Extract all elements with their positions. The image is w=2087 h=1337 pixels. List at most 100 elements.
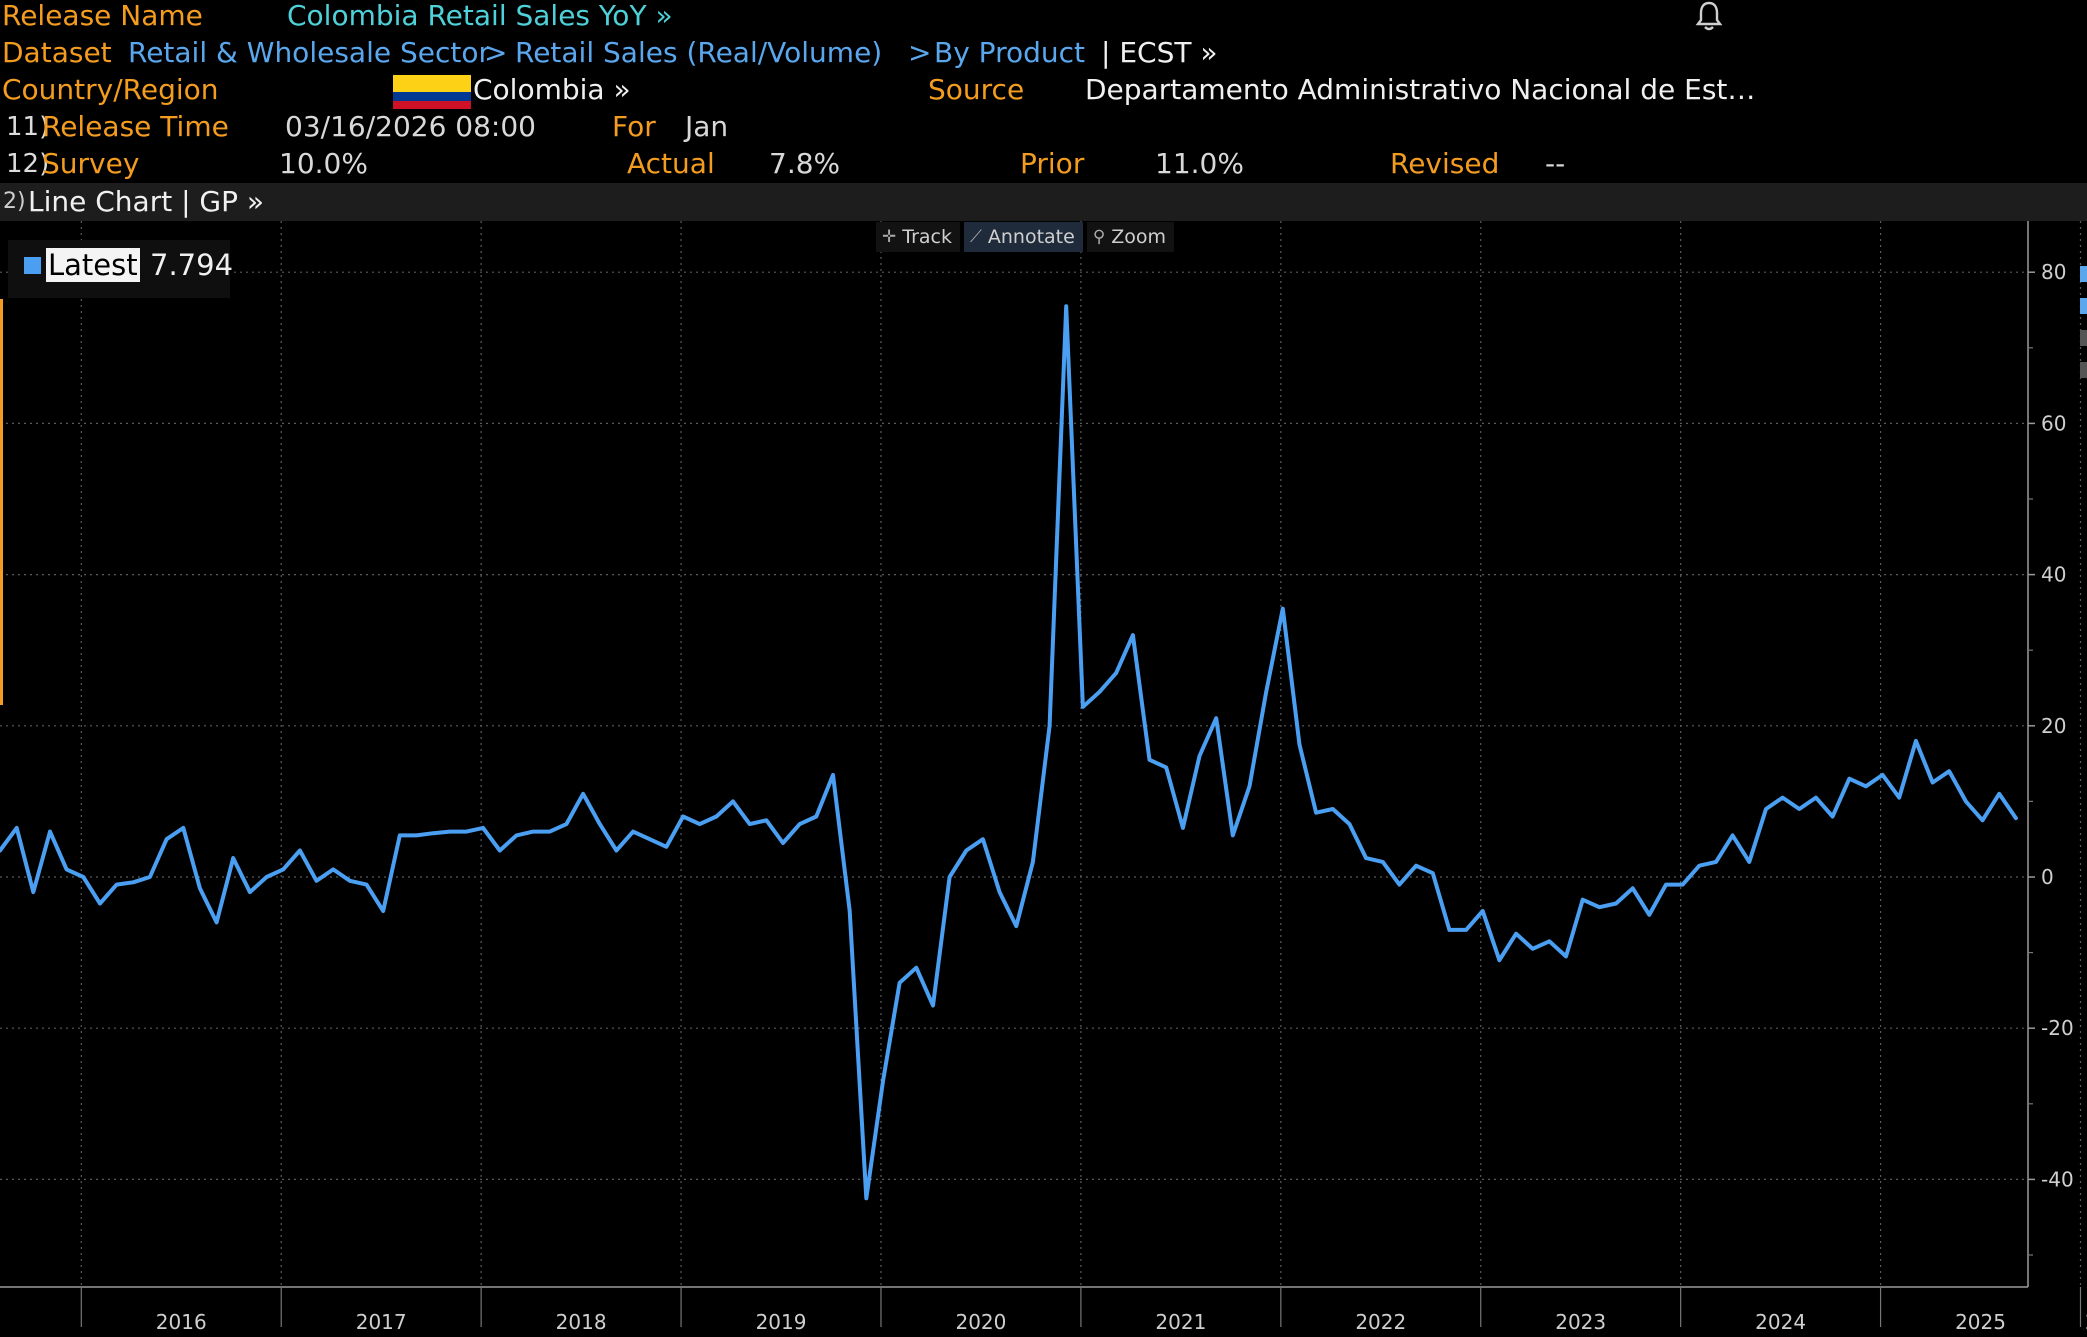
- data-point: [1098, 690, 1102, 694]
- data-point: [1847, 777, 1851, 781]
- bell-icon[interactable]: [1694, 0, 1724, 32]
- data-point: [381, 909, 385, 913]
- data-point: [814, 815, 818, 819]
- data-point: [514, 833, 518, 837]
- chart-type-link[interactable]: Line Chart | GP »: [28, 185, 265, 218]
- chart-grid: [0, 221, 2082, 1287]
- data-point: [198, 886, 202, 890]
- dataset-label: Dataset: [2, 36, 112, 69]
- data-point: [1131, 633, 1135, 637]
- side-tab[interactable]: [2080, 330, 2087, 346]
- data-point: [165, 837, 169, 841]
- annotate-label: Annotate: [987, 226, 1075, 248]
- dataset-crumb-by-product[interactable]: By Product: [934, 36, 1085, 69]
- data-point: [331, 867, 335, 871]
- track-button[interactable]: ✛ Track: [876, 222, 960, 252]
- survey-value: 10.0%: [279, 147, 368, 180]
- data-point: [964, 849, 968, 853]
- data-point: [1931, 781, 1935, 785]
- data-point: [1264, 690, 1268, 694]
- data-point: [248, 890, 252, 894]
- data-point: [998, 890, 1002, 894]
- data-point: [1581, 898, 1585, 902]
- x-axis-ticks: 2016 2017 2018 2019 2020 2021 2022 2023 2024 2025…: [80, 1287, 2087, 1334]
- x-tick-label: 2025: [1955, 1310, 2006, 1334]
- data-point: [781, 841, 785, 845]
- data-point: [881, 1079, 885, 1083]
- y-tick-label: 80: [2041, 260, 2066, 284]
- panel-edge-marker: [0, 299, 3, 705]
- side-tab[interactable]: [2080, 266, 2087, 282]
- data-point: [731, 799, 735, 803]
- data-point: [648, 837, 652, 841]
- data-point: [265, 875, 269, 879]
- data-point: [1514, 932, 1518, 936]
- data-point: [1214, 716, 1218, 720]
- annotate-button[interactable]: ⟋ Annotate: [963, 222, 1083, 252]
- crosshair-icon: ✛: [882, 227, 897, 247]
- data-point: [1297, 743, 1301, 747]
- x-tick-label: 2026: [2085, 1310, 2087, 1334]
- x-tick-label: 2016: [156, 1310, 207, 1334]
- data-point: [1414, 864, 1418, 868]
- actual-value: 7.8%: [769, 147, 841, 180]
- data-point: [1064, 304, 1068, 308]
- zoom-button[interactable]: ⚲ Zoom: [1086, 222, 1175, 252]
- dataset-crumb-sector[interactable]: Retail & Wholesale Sector: [128, 36, 490, 69]
- data-point: [298, 849, 302, 853]
- data-point: [498, 849, 502, 853]
- x-tick-label: 2020: [955, 1310, 1006, 1334]
- x-tick-label: 2024: [1755, 1310, 1806, 1334]
- chart-legend[interactable]: Latest 7.794: [8, 240, 233, 298]
- for-label: For: [612, 110, 656, 143]
- data-point: [764, 818, 768, 822]
- line-chart[interactable]: 80 60 40 20 0 -20 -40 2016 2017 2018 2019 2020 2021…: [0, 221, 2087, 1337]
- data-point: [215, 920, 219, 924]
- data-point: [664, 845, 668, 849]
- data-point: [131, 880, 135, 884]
- y-tick-label: 40: [2041, 563, 2066, 587]
- data-point: [1764, 807, 1768, 811]
- release-time-label[interactable]: Release Time: [42, 110, 229, 143]
- data-point: [1381, 860, 1385, 864]
- data-point: [1248, 784, 1252, 788]
- data-point: [1897, 796, 1901, 800]
- data-point: [1747, 860, 1751, 864]
- country-link[interactable]: Colombia »: [473, 73, 631, 106]
- chart-toolbar: ✛ Track ⟋ Annotate ⚲ Zoom: [876, 222, 1175, 252]
- revised-value: --: [1545, 147, 1566, 180]
- side-tab[interactable]: [2080, 298, 2087, 314]
- data-point: [181, 826, 185, 830]
- data-point: [1031, 860, 1035, 864]
- data-point: [448, 830, 452, 834]
- data-point: [1964, 799, 1968, 803]
- data-point: [1597, 905, 1601, 909]
- data-point: [98, 901, 102, 905]
- y-tick-label: 20: [2041, 714, 2066, 738]
- x-tick-label: 2022: [1355, 1310, 1406, 1334]
- data-point: [531, 830, 535, 834]
- data-point: [148, 875, 152, 879]
- dataset-ecst-link[interactable]: | ECST »: [1101, 36, 1218, 69]
- data-point: [1164, 765, 1168, 769]
- x-tick-label: 2017: [356, 1310, 407, 1334]
- data-point: [1314, 811, 1318, 815]
- series-points: [0, 304, 2018, 1200]
- data-point: [481, 826, 485, 830]
- data-point: [1048, 724, 1052, 728]
- source-value[interactable]: Departamento Administrativo Nacional de …: [1085, 73, 1756, 106]
- side-tab[interactable]: [2080, 362, 2087, 378]
- data-point: [981, 837, 985, 841]
- data-point: [1731, 833, 1735, 837]
- data-point: [315, 879, 319, 883]
- data-point: [231, 856, 235, 860]
- dataset-crumb-retail-sales[interactable]: Retail Sales (Real/Volume): [515, 36, 883, 69]
- data-point: [1614, 901, 1618, 905]
- survey-label[interactable]: Survey: [42, 147, 140, 180]
- y-tick-label: 60: [2041, 411, 2066, 435]
- data-point: [1547, 939, 1551, 943]
- data-point: [1981, 818, 1985, 822]
- release-name-link[interactable]: Colombia Retail Sales YoY »: [287, 0, 673, 32]
- data-point: [1431, 871, 1435, 875]
- pencil-icon: ⟋: [969, 227, 982, 247]
